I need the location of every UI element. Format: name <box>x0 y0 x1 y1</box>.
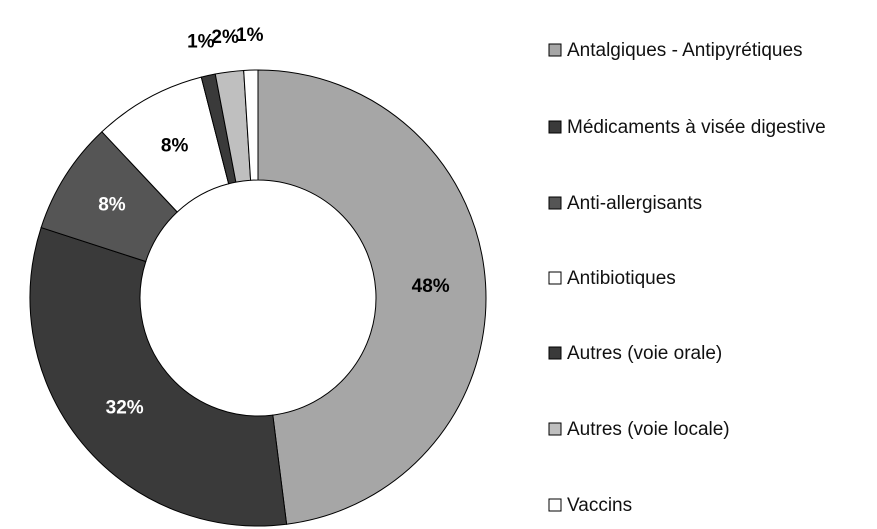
legend-label: Antibiotiques <box>567 268 676 289</box>
legend-swatch <box>548 422 562 436</box>
value-label: 1% <box>236 25 264 46</box>
legend-swatch <box>548 271 562 285</box>
value-label: 8% <box>161 135 189 156</box>
legend-swatch <box>548 498 562 512</box>
value-label: 48% <box>412 276 450 297</box>
donut-slice <box>243 69 259 181</box>
legend-label: Antalgiques - Antipyrétiques <box>567 40 803 61</box>
legend-label: Anti-allergisants <box>567 193 702 214</box>
donut-slice <box>257 69 487 525</box>
legend-swatch <box>548 120 562 134</box>
value-label: 8% <box>98 194 126 215</box>
legend-label: Autres (voie locale) <box>567 419 730 440</box>
legend-swatch <box>548 346 562 360</box>
value-label: 32% <box>106 397 144 418</box>
value-label: 2% <box>211 27 239 48</box>
value-label: 1% <box>187 31 215 52</box>
legend-swatch <box>548 196 562 210</box>
legend-label: Médicaments à visée digestive <box>567 117 826 138</box>
donut-slice <box>29 226 288 527</box>
legend-label: Vaccins <box>567 495 632 516</box>
legend-label: Autres (voie orale) <box>567 343 722 364</box>
legend-swatch <box>548 43 562 57</box>
